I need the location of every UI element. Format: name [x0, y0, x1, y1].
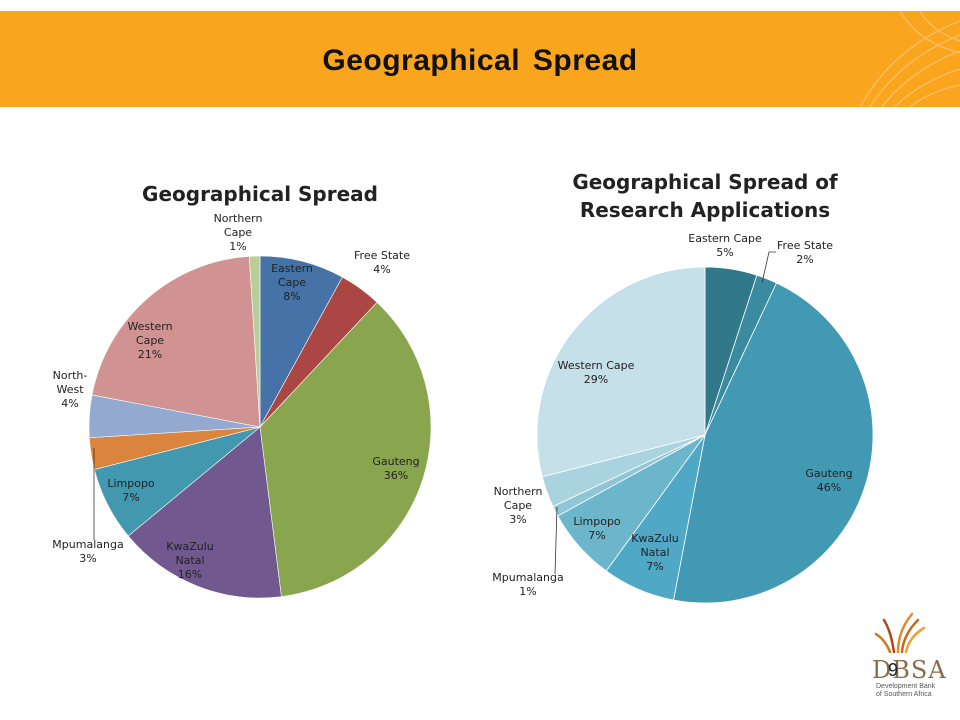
left-slice-northern-cape [248, 255, 261, 428]
left-label-gauteng: Gauteng 36% [372, 455, 419, 482]
banner-decoration-pattern [859, 11, 960, 107]
right-label-northern-cape: Northern Cape 3% [494, 485, 543, 526]
left-slice-kwazulu-natal [127, 426, 282, 599]
left-label-eastern-cape: Eastern Cape 8% [271, 262, 313, 303]
right-leader-mpumalanga [554, 506, 558, 575]
right-pie-slices [536, 266, 874, 604]
left-label-western-cape: Western Cape 21% [127, 320, 172, 361]
right-slice-gauteng [673, 282, 874, 604]
right-label-gauteng: Gauteng 46% [805, 467, 852, 494]
logo-text: DBSA [872, 656, 947, 684]
left-pie-slices [88, 255, 432, 599]
dbsa-logo: DBSA Development Bank of Southern Africa [872, 612, 947, 698]
left-pie-labels: Eastern Cape 8% Free State 4% Gauteng 36% KwaZu… [52, 212, 419, 581]
right-slice-western-cape [536, 266, 706, 478]
left-label-limpopo: Limpopo 7% [107, 477, 155, 504]
right-chart-title: Geographical Spread of Research Applicat… [572, 170, 838, 222]
left-label-kwazulu-natal: KwaZulu Natal 16% [166, 540, 214, 581]
slide-title: Geographical Spread [322, 44, 638, 77]
right-label-limpopo: Limpopo 7% [573, 515, 621, 542]
right-label-eastern-cape: Eastern Cape 5% [688, 232, 762, 259]
left-slice-gauteng [259, 301, 432, 597]
title-banner: Geographical Spread [0, 11, 960, 107]
left-label-mpumalanga: Mpumalanga 3% [52, 538, 123, 565]
right-label-free-state: Free State 2% [777, 239, 833, 266]
left-label-northern-cape: Northern Cape 1% [214, 212, 263, 253]
right-label-kwazulu-natal: KwaZulu Natal 7% [631, 532, 679, 573]
left-chart-title: Geographical Spread [142, 182, 378, 206]
logo-subtitle-1: Development Bank [876, 683, 936, 690]
dbsa-logo-mark [874, 612, 926, 654]
right-pie-labels: Eastern Cape 5% Free State 2% Gauteng 46% KwaZ… [492, 232, 852, 598]
right-label-western-cape: Western Cape 29% [558, 359, 635, 386]
left-label-north-west: North-West 4% [53, 369, 88, 410]
right-label-mpumalanga: Mpumalanga 1% [492, 571, 563, 598]
right-leader-free-state [761, 251, 776, 284]
logo-subtitle-2: of Southern Africa [876, 691, 932, 698]
left-label-free-state: Free State 4% [354, 249, 410, 276]
page-number: 9 [888, 660, 899, 680]
left-slice-western-cape [91, 256, 261, 428]
